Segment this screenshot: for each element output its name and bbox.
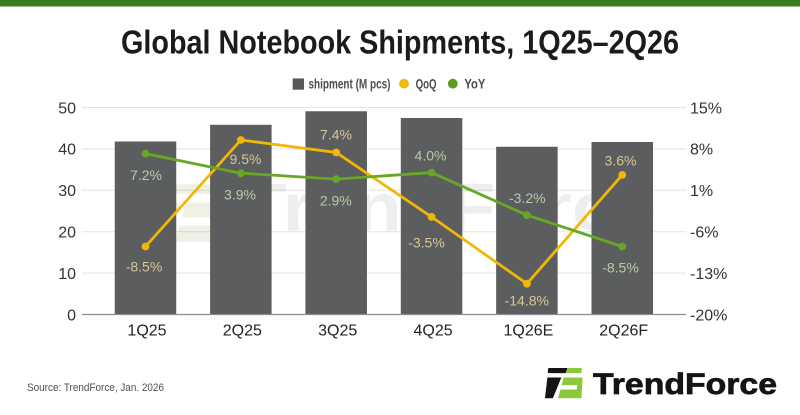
svg-text:-8.5%: -8.5% [126,258,163,274]
svg-text:TrendForce: TrendForce [593,368,777,401]
svg-text:30: 30 [58,183,76,200]
svg-text:Source: TrendForce, Jan. 2026: Source: TrendForce, Jan. 2026 [27,382,164,394]
svg-text:-14.8%: -14.8% [505,293,549,309]
svg-text:0: 0 [67,307,76,324]
svg-text:-13%: -13% [690,266,727,283]
svg-text:3.9%: 3.9% [224,187,256,203]
svg-text:-3.5%: -3.5% [408,234,445,250]
svg-text:7.4%: 7.4% [320,126,352,142]
svg-text:2.9%: 2.9% [320,192,352,208]
svg-text:1%: 1% [690,183,713,200]
svg-text:Global Notebook Shipments, 1Q2: Global Notebook Shipments, 1Q25–2Q26 [121,23,679,60]
svg-text:2Q25: 2Q25 [223,323,262,340]
svg-text:2Q26F: 2Q26F [599,323,648,340]
svg-text:9.5%: 9.5% [230,151,262,167]
svg-text:50: 50 [58,100,76,117]
svg-text:1Q26E: 1Q26E [503,323,553,340]
svg-text:40: 40 [58,142,76,159]
svg-text:shipment (M pcs): shipment (M pcs) [309,77,391,92]
svg-text:-3.2%: -3.2% [509,190,546,206]
svg-text:3Q25: 3Q25 [318,323,357,340]
svg-text:15%: 15% [690,100,722,117]
svg-text:20: 20 [58,225,76,242]
svg-text:-20%: -20% [690,307,727,324]
svg-text:QoQ: QoQ [416,77,437,92]
svg-text:3.6%: 3.6% [605,153,637,169]
svg-text:1Q25: 1Q25 [127,323,166,340]
svg-text:4Q25: 4Q25 [413,323,452,340]
svg-text:7.2%: 7.2% [130,167,162,183]
svg-text:YoY: YoY [464,77,485,92]
svg-text:8%: 8% [690,142,713,159]
svg-text:-6%: -6% [690,225,718,242]
svg-text:-8.5%: -8.5% [602,260,639,276]
svg-text:4.0%: 4.0% [415,148,447,164]
svg-text:10: 10 [58,266,76,283]
